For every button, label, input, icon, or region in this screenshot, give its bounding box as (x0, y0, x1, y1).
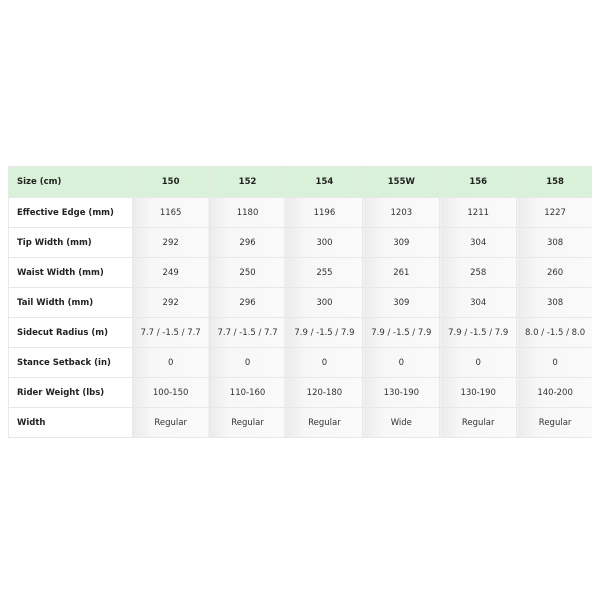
table-cell: 309 (362, 287, 441, 318)
table-cell: 292 (131, 227, 210, 258)
table-cell: 7.9 / -1.5 / 7.9 (285, 317, 364, 348)
table-cell: 1227 (516, 197, 592, 228)
table-row: Width Regular Regular Regular Wide Regular Reg… (8, 407, 592, 438)
table-cell: 140-200 (516, 377, 592, 408)
row-label: Rider Weight (lbs) (8, 377, 133, 408)
header-row: Size (cm)150152154155W156158158W (8, 166, 592, 198)
table-cell: 304 (439, 227, 518, 258)
table-cell: 0 (131, 347, 210, 378)
table-cell: Regular (439, 407, 518, 438)
table-cell: 120-180 (285, 377, 364, 408)
table-cell: 0 (285, 347, 364, 378)
table-cell: 0 (208, 347, 287, 378)
row-label: Tip Width (mm) (8, 227, 133, 258)
table-cell: Regular (285, 407, 364, 438)
table-cell: 300 (285, 227, 364, 258)
table-cell: 7.9 / -1.5 / 7.9 (362, 317, 441, 348)
table-cell: 1196 (285, 197, 364, 228)
header-label: Size (cm) (8, 166, 133, 198)
table-cell: Regular (516, 407, 592, 438)
column-header: 158 (516, 166, 592, 198)
table-row: Tail Width (mm)292296300309304308313 (8, 287, 592, 318)
table-row: Tip Width (mm)292296300309304308313 (8, 227, 592, 258)
table-cell: 1211 (439, 197, 518, 228)
table-cell: 0 (362, 347, 441, 378)
table-row: Waist Width (mm)249250255261258260265 (8, 257, 592, 288)
table-cell: 130-190 (362, 377, 441, 408)
row-label: Sidecut Radius (m) (8, 317, 133, 348)
table-cell: 7.9 / -1.5 / 7.9 (439, 317, 518, 348)
table-cell: 130-190 (439, 377, 518, 408)
table-cell: 7.7 / -1.5 / 7.7 (208, 317, 287, 348)
size-chart-table: Size (cm)150152154155W156158158WEffectiv… (8, 166, 592, 438)
table-row: Effective Edge (mm) 1165 1180 1196 1203 1211 1… (8, 197, 592, 228)
table-row: Rider Weight (lbs) 100-150 110-160 120-180 1… (8, 377, 592, 408)
table-cell: 7.7 / -1.5 / 7.7 (131, 317, 210, 348)
table-cell: 296 (208, 227, 287, 258)
row-label: Width (8, 407, 133, 438)
table-row: Sidecut Radius (m) 7.7 / -1.5 / 7.7 7.7 / … (8, 317, 592, 348)
table-cell: 249 (131, 257, 210, 288)
column-header: 152 (208, 166, 287, 198)
column-header: 154 (285, 166, 364, 198)
column-header: 150 (131, 166, 210, 198)
table-cell: 8.0 / -1.5 / 8.0 (516, 317, 592, 348)
table-cell: 300 (285, 287, 364, 318)
table-cell: Regular (131, 407, 210, 438)
table-cell: Regular (208, 407, 287, 438)
table-cell: 0 (516, 347, 592, 378)
table-cell: 304 (439, 287, 518, 318)
table-cell: 250 (208, 257, 287, 288)
table-cell: 100-150 (131, 377, 210, 408)
row-label: Tail Width (mm) (8, 287, 133, 318)
row-label: Stance Setback (in) (8, 347, 133, 378)
table-cell: 1165 (131, 197, 210, 228)
column-header: 156 (439, 166, 518, 198)
table-cell: 110-160 (208, 377, 287, 408)
table-cell: 292 (131, 287, 210, 318)
table-cell: 261 (362, 257, 441, 288)
table-cell: 1180 (208, 197, 287, 228)
table-cell: Wide (362, 407, 441, 438)
table-row: Stance Setback (in)0000000 (8, 347, 592, 378)
table-cell: 308 (516, 287, 592, 318)
size-chart: Size (cm)150152154155W156158158WEffectiv… (8, 166, 592, 439)
table-cell: 308 (516, 227, 592, 258)
table-cell: 258 (439, 257, 518, 288)
row-label: Waist Width (mm) (8, 257, 133, 288)
table-cell: 1203 (362, 197, 441, 228)
table-cell: 309 (362, 227, 441, 258)
table-cell: 296 (208, 287, 287, 318)
table-cell: 260 (516, 257, 592, 288)
column-header: 155W (362, 166, 441, 198)
table-cell: 255 (285, 257, 364, 288)
row-label: Effective Edge (mm) (8, 197, 133, 228)
table-cell: 0 (439, 347, 518, 378)
